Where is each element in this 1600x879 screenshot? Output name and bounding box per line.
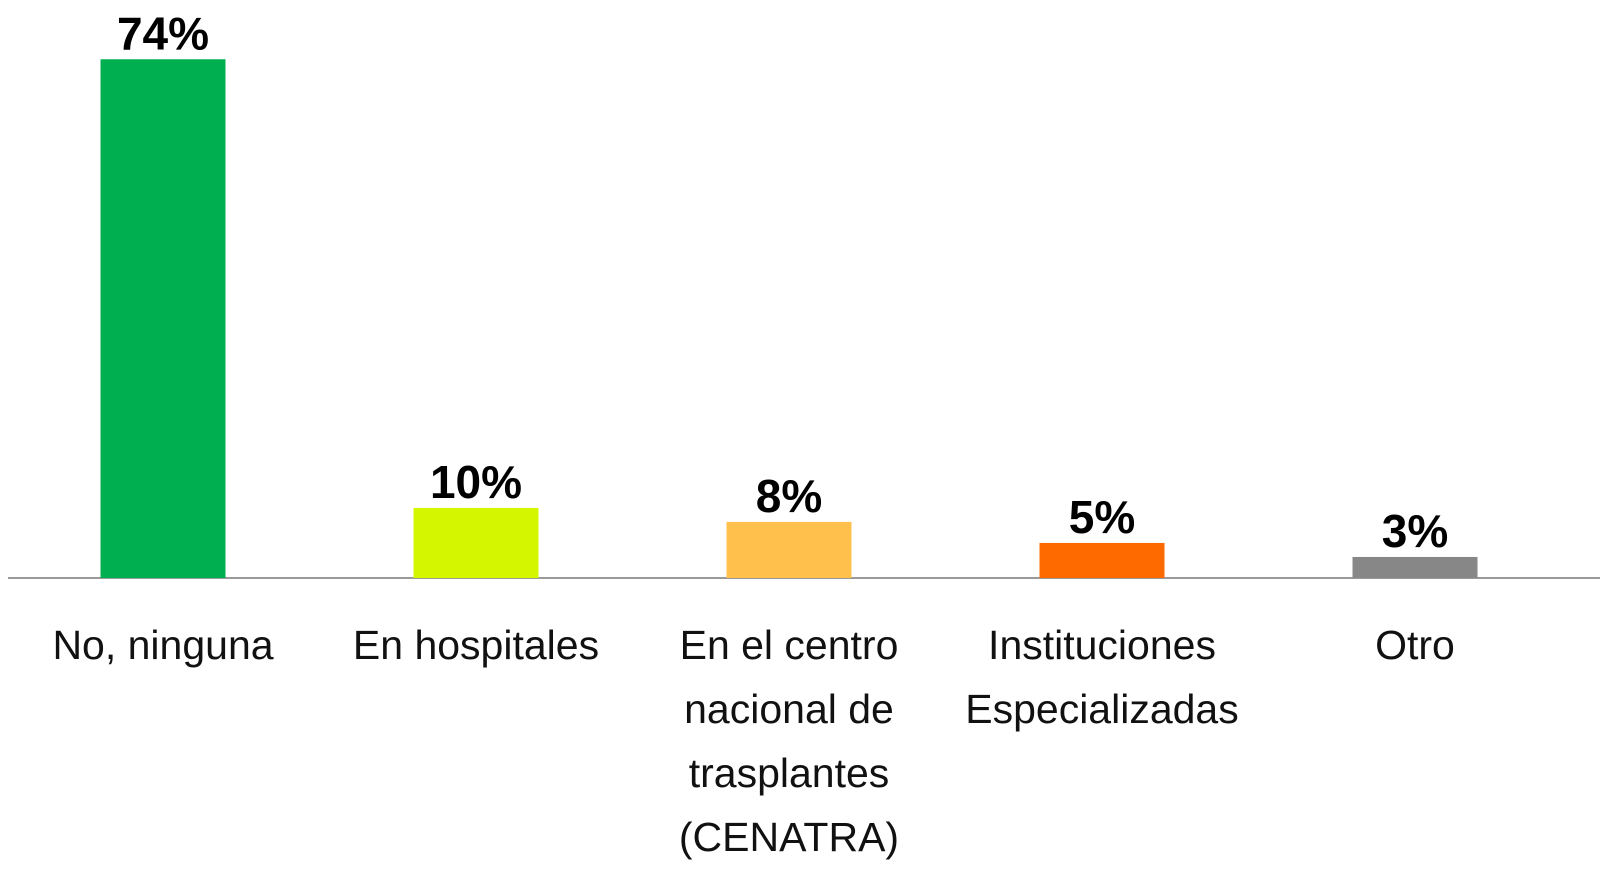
bar (726, 521, 852, 578)
x-tick-label: En hospitales (352, 622, 600, 668)
x-tick-label: En el centro nacional de trasplantes (CE… (678, 622, 900, 860)
value-label: 3% (1382, 505, 1448, 557)
value-label: 8% (756, 470, 822, 522)
value-label: 5% (1069, 491, 1135, 543)
bar (100, 59, 226, 578)
value-label: 74% (117, 7, 209, 59)
x-tick-label: No, ninguna (52, 622, 274, 668)
x-tick-label: Otro (1375, 622, 1455, 668)
bar (413, 507, 539, 578)
bar (1039, 542, 1165, 578)
x-tick-label: Instituciones Especializadas (965, 622, 1239, 732)
value-label: 10% (430, 456, 522, 508)
bar (1352, 556, 1478, 578)
